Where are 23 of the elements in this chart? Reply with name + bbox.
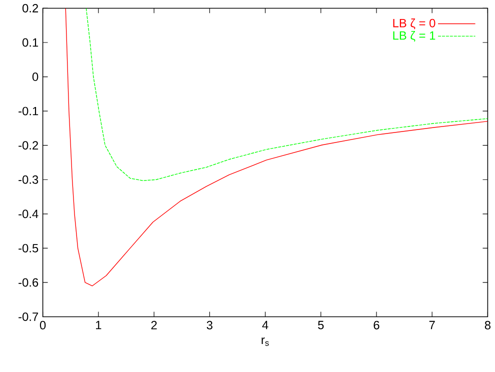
- y-tick-label: 0.1: [22, 38, 38, 46]
- y-tick-label: -0.4: [18, 209, 38, 218]
- x-tick-label: 6: [374, 320, 380, 330]
- x-tick-label: 8: [484, 320, 490, 330]
- x-axis-title: r$_{s}$: [262, 337, 269, 346]
- y-tick-label: -0.6: [18, 278, 38, 286]
- x-tick-label: 0: [40, 320, 46, 330]
- x-tick-label: 5: [318, 320, 324, 330]
- line-series: [86, 8, 488, 181]
- y-tick-label: -0.2: [18, 140, 38, 150]
- y-tick-label: -0.3: [18, 175, 38, 184]
- y-tick-label: 0: [32, 72, 38, 81]
- x-tick-label: 7: [429, 320, 435, 329]
- x-tick-label: 4: [262, 320, 268, 329]
- y-tick-label: -0.1: [18, 106, 38, 116]
- legend-label: LB ζ = 0: [393, 18, 436, 30]
- y-tick-label: 0.2: [22, 4, 38, 12]
- x-tick-label: 2: [151, 320, 157, 330]
- x-tick-label: 1: [96, 320, 102, 329]
- y-tick-label: -0.5: [18, 244, 38, 252]
- y-tick-label: -0.7: [18, 312, 38, 321]
- x-tick-label: 3: [206, 320, 212, 330]
- legend-label: LB ζ = 1: [393, 30, 436, 42]
